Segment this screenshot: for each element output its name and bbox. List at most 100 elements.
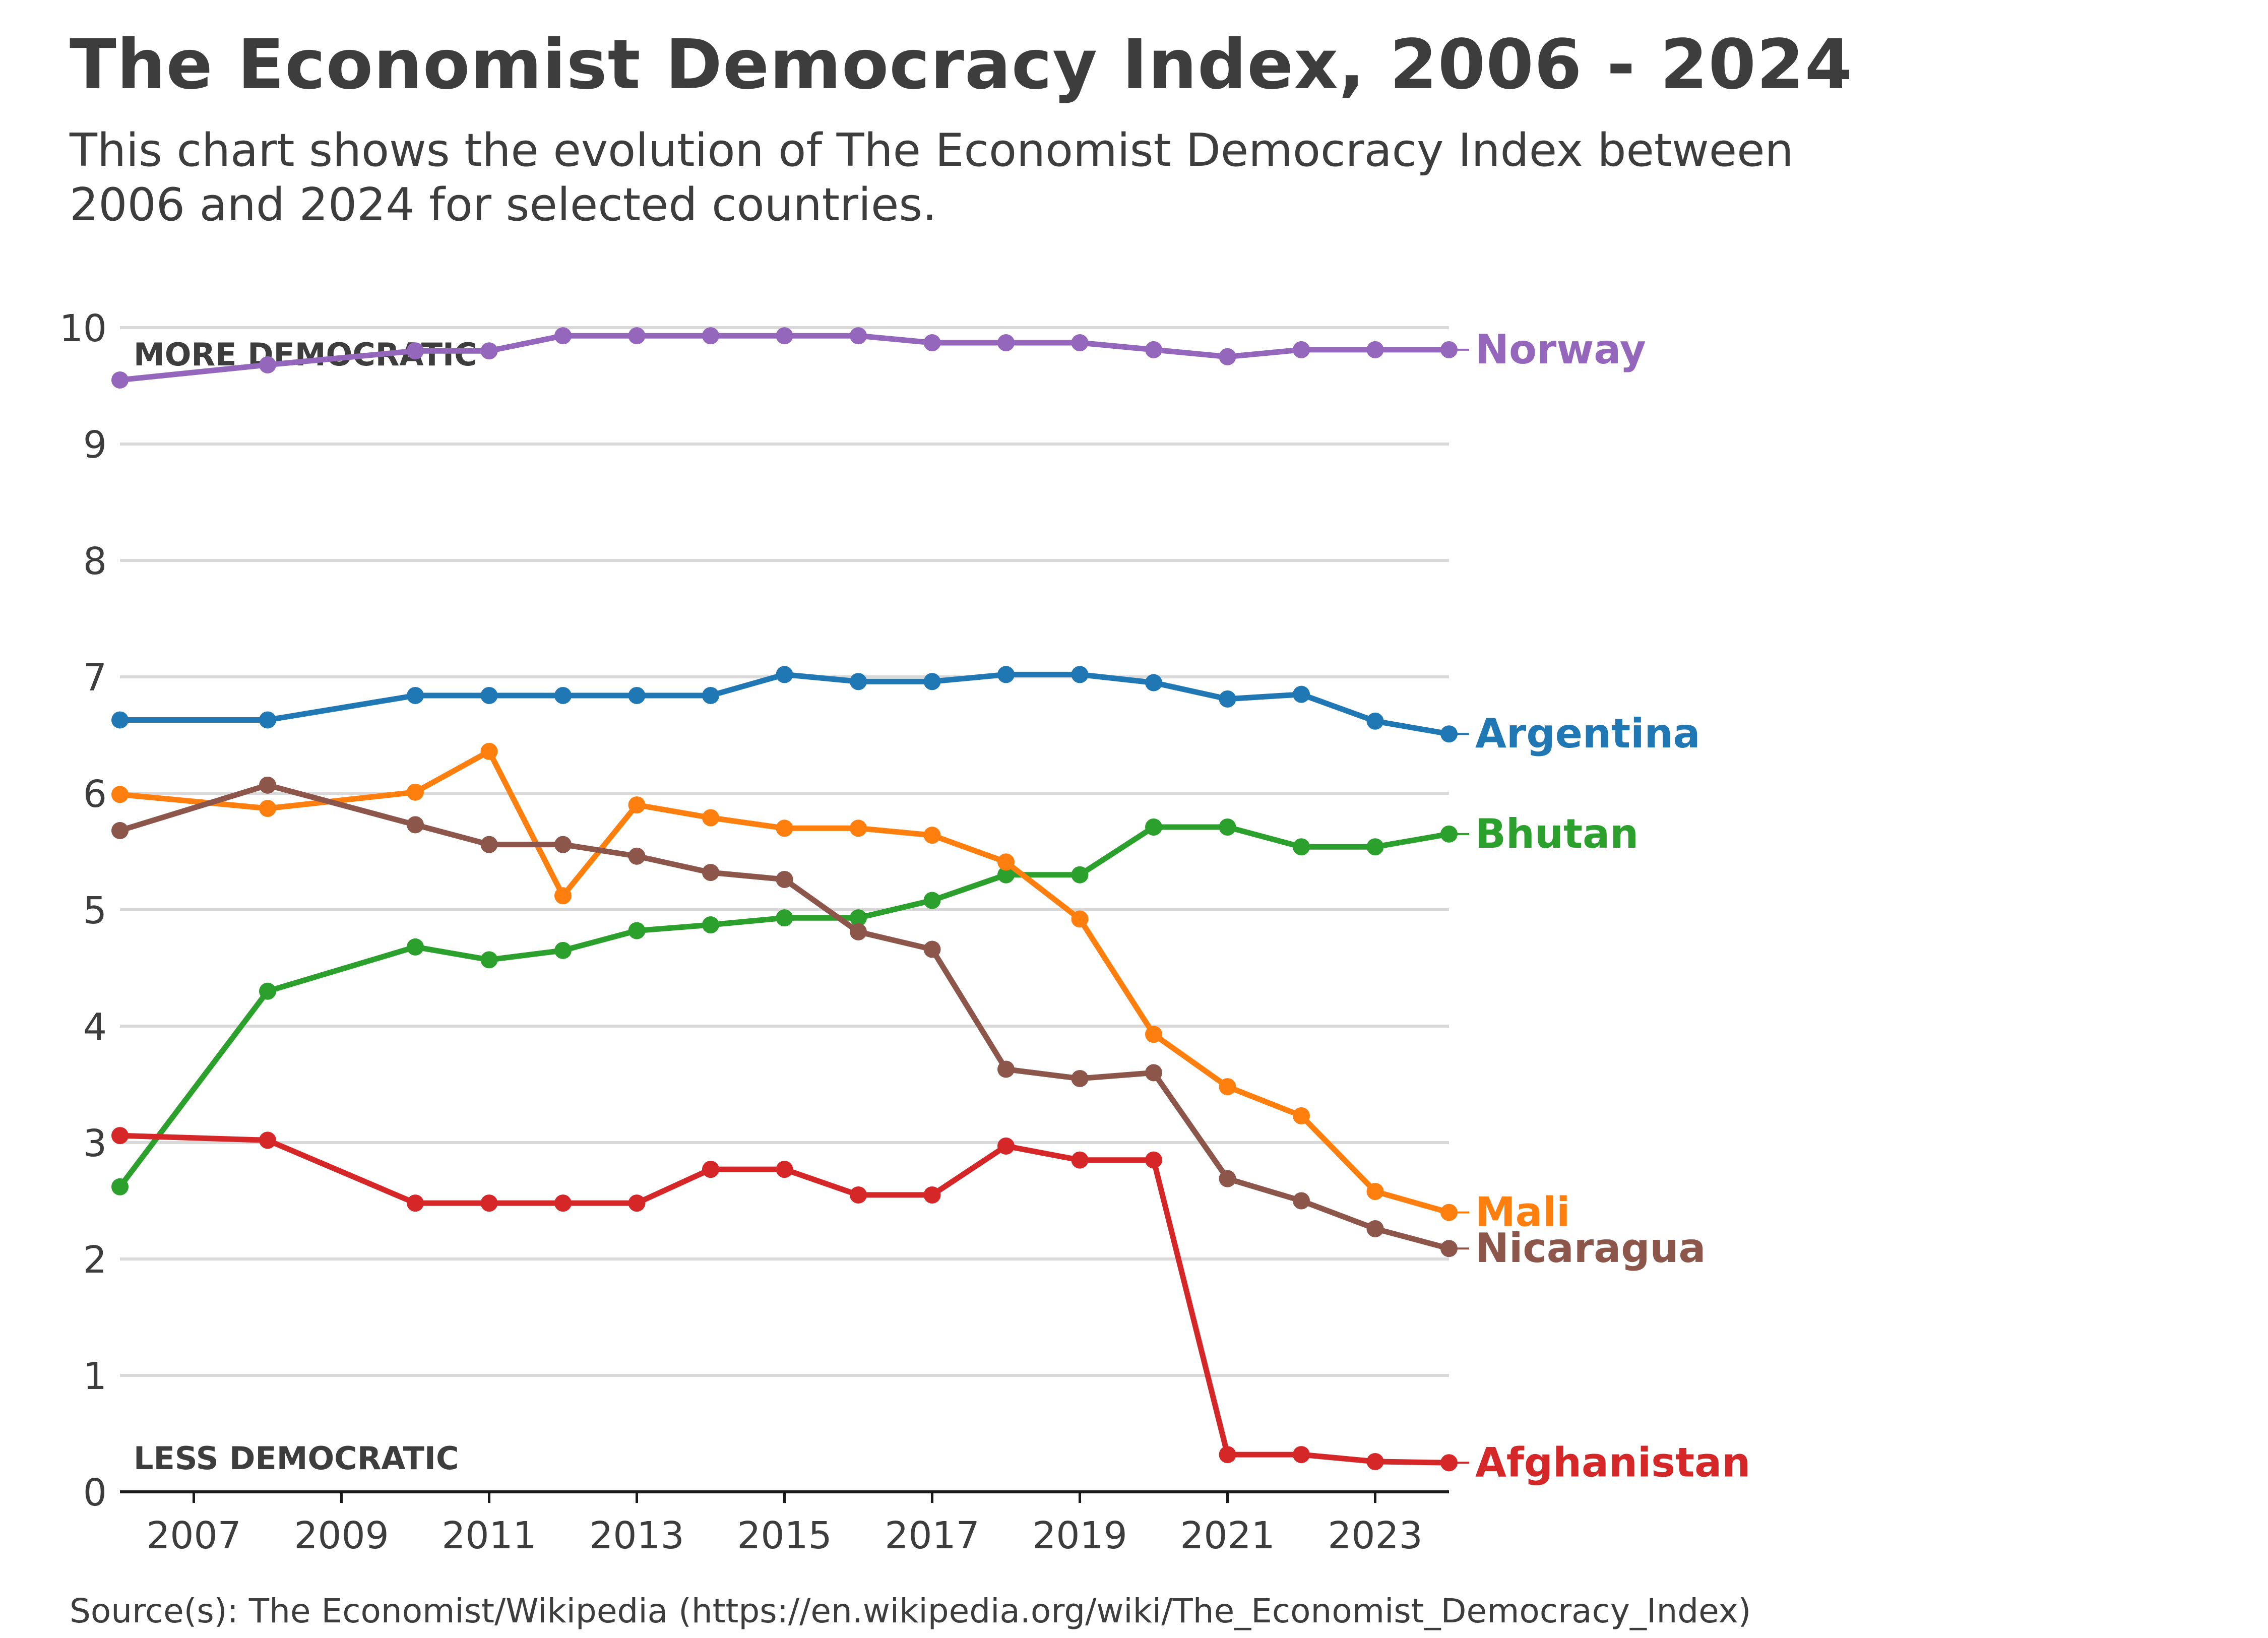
data-point-mali xyxy=(628,796,646,814)
data-point-afghanistan xyxy=(628,1194,646,1212)
y-tick-label: 5 xyxy=(83,889,107,932)
data-point-bhutan xyxy=(407,938,424,956)
data-point-norway xyxy=(776,327,793,345)
data-point-norway xyxy=(1071,334,1089,352)
data-point-nicaragua xyxy=(111,822,129,839)
data-point-norway xyxy=(259,356,276,373)
data-point-afghanistan xyxy=(554,1194,572,1212)
annotation-layer: MORE DEMOCRATIC LESS DEMOCRATIC xyxy=(134,336,477,1477)
series-mali xyxy=(111,742,1458,1221)
data-point-bhutan xyxy=(850,909,867,927)
data-point-norway xyxy=(111,371,129,389)
data-point-afghanistan xyxy=(1145,1151,1162,1169)
data-point-afghanistan xyxy=(1293,1446,1310,1464)
data-point-norway xyxy=(480,342,498,360)
data-point-argentina xyxy=(850,673,867,690)
data-point-bhutan xyxy=(1071,866,1089,884)
data-point-nicaragua xyxy=(702,864,719,881)
y-tick-label: 6 xyxy=(83,773,107,816)
data-point-afghanistan xyxy=(480,1194,498,1212)
data-point-norway xyxy=(554,327,572,345)
data-point-bhutan xyxy=(702,916,719,934)
data-point-mali xyxy=(1071,910,1089,928)
data-point-bhutan xyxy=(628,922,646,939)
data-point-argentina xyxy=(923,673,941,690)
data-point-mali xyxy=(259,800,276,817)
data-point-argentina xyxy=(997,666,1015,683)
data-point-argentina xyxy=(554,686,572,704)
series-label-bhutan: Bhutan xyxy=(1475,810,1639,857)
data-point-afghanistan xyxy=(776,1161,793,1178)
series-label-mali: Mali xyxy=(1475,1189,1570,1236)
data-point-mali xyxy=(407,783,424,801)
y-tick-label: 2 xyxy=(83,1238,107,1282)
data-point-bhutan xyxy=(776,909,793,927)
data-point-argentina xyxy=(628,686,646,704)
series-norway xyxy=(111,327,1458,389)
data-point-mali xyxy=(997,853,1015,871)
x-tick-label: 2017 xyxy=(885,1514,979,1557)
data-point-afghanistan xyxy=(1219,1446,1236,1464)
data-point-afghanistan xyxy=(923,1186,941,1204)
data-point-afghanistan xyxy=(997,1137,1015,1155)
series-layer xyxy=(111,327,1458,1472)
data-point-nicaragua xyxy=(1366,1220,1384,1237)
data-point-nicaragua xyxy=(407,816,424,834)
data-point-argentina xyxy=(1145,674,1162,691)
x-tick-label: 2019 xyxy=(1032,1514,1127,1557)
x-tick-label: 2023 xyxy=(1328,1514,1422,1557)
data-point-nicaragua xyxy=(923,940,941,958)
data-point-mali xyxy=(554,887,572,905)
data-point-mali xyxy=(850,820,867,837)
series-nicaragua xyxy=(111,776,1458,1257)
data-point-bhutan xyxy=(1219,818,1236,836)
data-point-nicaragua xyxy=(628,847,646,865)
data-point-bhutan xyxy=(480,951,498,969)
data-point-bhutan xyxy=(997,866,1015,884)
data-point-mali xyxy=(1366,1183,1384,1201)
y-tick-label: 10 xyxy=(59,307,107,350)
data-point-nicaragua xyxy=(997,1060,1015,1078)
data-point-bhutan xyxy=(1366,838,1384,856)
data-point-afghanistan xyxy=(702,1161,719,1178)
y-tick-label: 9 xyxy=(83,423,107,467)
data-point-norway xyxy=(1366,341,1384,358)
series-bhutan xyxy=(111,818,1458,1195)
x-tick-label: 2007 xyxy=(146,1514,241,1557)
data-point-afghanistan xyxy=(259,1131,276,1149)
data-point-nicaragua xyxy=(1145,1064,1162,1082)
y-tick-label: 7 xyxy=(83,656,107,700)
data-point-afghanistan xyxy=(1071,1151,1089,1169)
less-democratic-annotation: LESS DEMOCRATIC xyxy=(134,1440,459,1477)
data-point-bhutan xyxy=(923,892,941,909)
source-note: Source(s): The Economist/Wikipedia (http… xyxy=(70,1592,1751,1630)
data-point-mali xyxy=(111,786,129,803)
x-tick-label: 2011 xyxy=(442,1514,536,1557)
series-line-argentina xyxy=(117,671,1452,737)
chart-subtitle: This chart shows the evolution of The Ec… xyxy=(70,124,1794,231)
data-point-mali xyxy=(923,827,941,844)
axis-layer: 0 1 2 3 4 5 6 7 8 9 10 2007 2009 2011 2013 2015 2017 2019… xyxy=(59,307,1449,1557)
data-point-argentina xyxy=(480,686,498,704)
data-point-norway xyxy=(997,334,1015,352)
data-point-nicaragua xyxy=(850,923,867,940)
series-afghanistan xyxy=(111,1127,1458,1472)
data-point-argentina xyxy=(1366,712,1384,730)
data-point-nicaragua xyxy=(259,776,276,794)
y-tick-label: 4 xyxy=(83,1005,107,1049)
data-point-argentina xyxy=(111,711,129,729)
data-point-mali xyxy=(776,820,793,837)
data-point-argentina xyxy=(1293,685,1310,703)
data-point-norway xyxy=(1219,348,1236,365)
data-point-nicaragua xyxy=(1293,1192,1310,1210)
chart-title: The Economist Democracy Index, 2006 - 20… xyxy=(70,25,1853,105)
data-point-bhutan xyxy=(259,982,276,1000)
data-point-argentina xyxy=(1219,690,1236,708)
grid-layer xyxy=(120,326,1449,1377)
data-point-bhutan xyxy=(1145,818,1162,836)
series-line-nicaragua xyxy=(117,782,1452,1251)
x-tick-label: 2009 xyxy=(294,1514,389,1557)
series-label-afghanistan: Afghanistan xyxy=(1475,1439,1750,1486)
